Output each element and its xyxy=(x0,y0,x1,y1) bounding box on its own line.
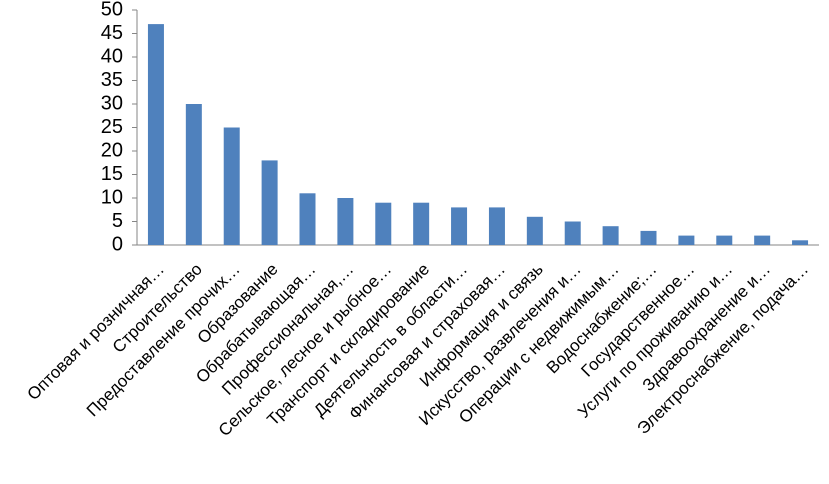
y-tick-label: 15 xyxy=(101,163,123,185)
y-tick-label: 25 xyxy=(101,116,123,138)
bar xyxy=(526,216,543,245)
bar xyxy=(678,235,695,245)
y-tick-label: 20 xyxy=(101,139,123,161)
bar xyxy=(299,193,316,245)
bar xyxy=(261,160,278,245)
bar xyxy=(413,202,430,245)
y-tick-label: 0 xyxy=(112,233,123,255)
bar xyxy=(792,240,809,245)
x-tick-label: Предоставление прочих… xyxy=(83,260,244,421)
bar xyxy=(640,230,657,245)
y-tick-label: 30 xyxy=(101,92,123,114)
y-tick-label: 50 xyxy=(101,0,123,20)
y-tick-label: 10 xyxy=(101,186,123,208)
bar xyxy=(451,207,468,245)
y-tick-label: 5 xyxy=(112,210,123,232)
y-tick-label: 40 xyxy=(101,45,123,67)
y-tick-label: 35 xyxy=(101,69,123,91)
bar xyxy=(337,198,354,245)
bar xyxy=(223,127,240,245)
bar xyxy=(375,202,392,245)
y-tick-label: 45 xyxy=(101,22,123,44)
bar xyxy=(488,207,505,245)
bar xyxy=(147,24,164,245)
bar xyxy=(602,226,619,245)
bar xyxy=(564,221,581,245)
bar xyxy=(185,104,202,245)
bar xyxy=(754,235,771,245)
bar xyxy=(716,235,733,245)
